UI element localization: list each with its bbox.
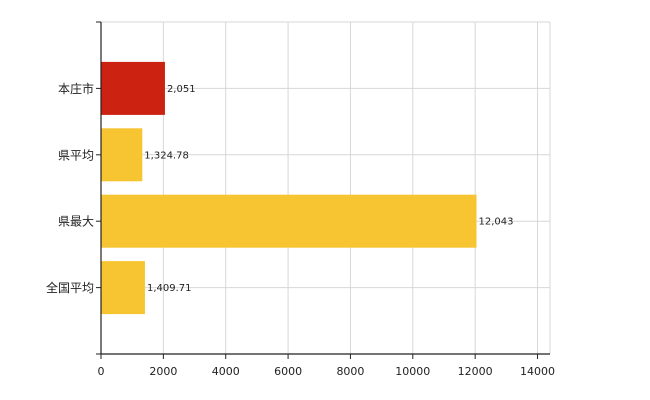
category-label-1: 県平均: [58, 148, 94, 162]
x-tick-label-0: 0: [98, 365, 105, 378]
category-label-2: 県最大: [58, 215, 94, 229]
x-tick-label-2: 4000: [212, 365, 240, 378]
data-label-2: 12,043: [479, 217, 514, 228]
bars: [101, 61, 477, 315]
data-labels: 2,051 1,324.78 12,043 1,409.71: [144, 84, 513, 294]
data-label-1: 1,324.78: [144, 150, 189, 161]
data-label-3: 1,409.71: [147, 283, 192, 294]
x-tick-label-6: 12000: [458, 365, 493, 378]
category-label-0: 本庄市: [58, 81, 94, 96]
x-tick-label-5: 10000: [395, 365, 430, 378]
category-label-3: 全国平均: [46, 280, 94, 295]
x-tick-label-4: 8000: [336, 365, 364, 378]
bar-1: [101, 128, 143, 182]
bar-2: [101, 194, 477, 248]
x-tick-label-3: 6000: [274, 365, 302, 378]
x-tick-label-7: 14000: [520, 365, 555, 378]
gridlines: [101, 21, 551, 354]
bar-3: [101, 261, 145, 315]
x-tick-label-1: 2000: [149, 365, 177, 378]
data-label-0: 2,051: [167, 84, 196, 95]
bar-0: [101, 61, 165, 115]
